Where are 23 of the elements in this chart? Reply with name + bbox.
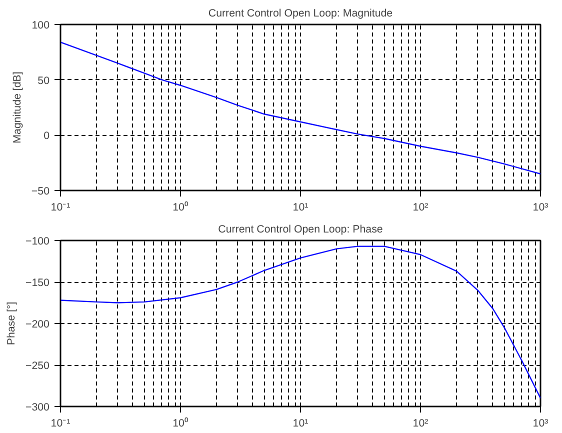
y-tick-label: 0 — [44, 130, 50, 142]
x-tick-label: 10¹ — [292, 418, 309, 430]
y-tick-label: −100 — [25, 236, 50, 248]
x-tick-label: 10² — [412, 418, 429, 430]
chart-title: Current Control Open Loop: Magnitude — [208, 8, 393, 20]
x-tick-label: 10³ — [532, 202, 549, 214]
y-tick-label: 100 — [32, 20, 50, 32]
y-axis-title: Magnitude [dB] — [11, 72, 24, 144]
x-tick-label: 10² — [412, 202, 429, 214]
y-tick-label: −200 — [25, 318, 50, 330]
y-tick-label: −250 — [25, 360, 50, 372]
x-tick-label: 10⁰ — [172, 416, 188, 430]
y-axis-title: Phase [°] — [5, 302, 18, 346]
x-tick-label: 10⁻¹ — [50, 202, 71, 214]
y-tick-label: −300 — [25, 402, 50, 414]
chart-title: Current Control Open Loop: Phase — [218, 224, 383, 236]
x-tick-label: 10¹ — [292, 202, 309, 214]
y-tick-label: 50 — [38, 74, 50, 87]
x-tick-label: 10³ — [532, 418, 549, 430]
x-tick-label: 10⁻¹ — [50, 418, 71, 430]
y-tick-label: −150 — [25, 277, 50, 289]
y-tick-label: −50 — [31, 186, 50, 198]
x-tick-label: 10⁰ — [172, 200, 188, 214]
